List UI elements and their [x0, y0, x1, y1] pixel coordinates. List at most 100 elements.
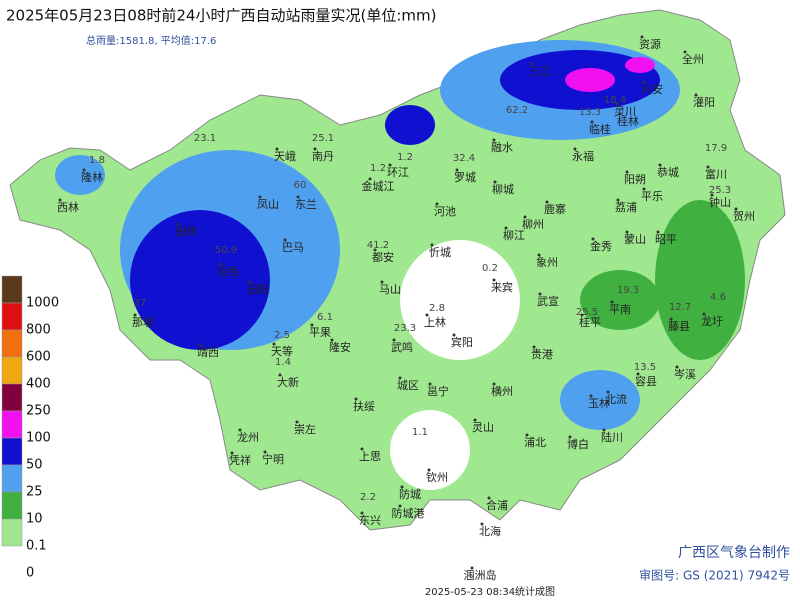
place-name: 隆安	[329, 340, 351, 354]
station-dot	[710, 193, 714, 197]
station-dot	[296, 195, 300, 199]
station-dot	[504, 226, 508, 230]
place-name: 崇左	[294, 423, 316, 436]
station-dot	[537, 253, 541, 257]
station-dot	[360, 447, 364, 451]
rain-value: 62.2	[506, 105, 528, 116]
rain-value: 25.3	[709, 185, 731, 196]
station-dot	[656, 230, 660, 234]
legend-label: 400	[26, 377, 51, 392]
station-dot	[590, 120, 594, 124]
place-name: 玉林	[588, 396, 610, 410]
rain-value: 13.5	[634, 362, 656, 373]
place-name: 钟山	[709, 195, 731, 209]
place-name: 岑溪	[674, 368, 696, 381]
station-dot	[530, 62, 534, 66]
place-name: 防城	[399, 487, 421, 501]
rain-value: 2.5	[274, 330, 290, 341]
station-dot	[616, 198, 620, 202]
station-dot	[430, 243, 434, 247]
station-dot	[176, 222, 180, 226]
rain-value: 19.3	[617, 285, 639, 296]
place-name: 昭平	[655, 233, 677, 246]
province-shape	[9, 9, 786, 531]
station-dot	[380, 280, 384, 284]
legend-label: 1000	[26, 296, 59, 311]
place-name: 宾阳	[451, 335, 473, 349]
legend-label: 800	[26, 323, 51, 338]
place-name: 东兰	[295, 198, 317, 211]
place-name: 柳城	[492, 182, 514, 196]
rain-value: 18.4	[604, 95, 626, 106]
place-name: 武鸣	[391, 340, 413, 354]
place-name: 田林	[175, 224, 197, 238]
place-name: 河池	[434, 205, 456, 218]
station-dot	[734, 207, 738, 211]
legend-label: 10	[26, 512, 43, 527]
place-name: 上思	[359, 450, 381, 463]
subtitle: 总雨量:1581.8, 平均值:17.6	[86, 34, 216, 47]
station-dot	[625, 230, 629, 234]
station-dot	[82, 168, 86, 172]
place-name: 北海	[479, 524, 501, 538]
legend-swatch	[1, 491, 23, 520]
station-dot	[428, 382, 432, 386]
timestamp: 2025-05-23 08:34统计成图	[425, 585, 555, 598]
rain-value: 50.9	[215, 245, 237, 256]
station-dot	[625, 170, 629, 174]
place-name: 灌阳	[693, 96, 715, 109]
station-dot	[640, 35, 644, 39]
place-name: 兴安	[641, 82, 663, 96]
legend-swatch	[1, 302, 23, 331]
station-dot	[425, 313, 429, 317]
place-name: 容县	[635, 374, 657, 388]
station-dot	[658, 163, 662, 167]
station-dot	[58, 198, 62, 202]
place-name: 罗城	[454, 171, 476, 184]
place-name: 来宾	[491, 280, 513, 294]
place-name: 象州	[536, 256, 558, 269]
station-dot	[283, 238, 287, 242]
station-dot	[295, 420, 299, 424]
station-dot	[198, 343, 202, 347]
legend-swatch	[1, 437, 23, 466]
place-name: 东兴	[359, 514, 381, 527]
legend-label: 0	[26, 566, 34, 581]
station-dot	[392, 338, 396, 342]
place-name: 金秀	[590, 239, 612, 253]
place-name: 上林	[424, 315, 446, 329]
place-name: 凤山	[257, 198, 279, 211]
station-dot	[589, 394, 593, 398]
approval: 审图号: GS (2021) 7942号	[639, 568, 790, 583]
rain-value: 17.9	[705, 143, 727, 154]
rain-value: 23.3	[394, 323, 416, 334]
station-dot	[368, 177, 372, 181]
station-dot	[642, 187, 646, 191]
station-dot	[487, 496, 491, 500]
legend-swatch	[1, 410, 23, 439]
legend-label: 50	[26, 458, 43, 473]
station-dot	[360, 511, 364, 515]
rain-value: 23.1	[194, 133, 216, 144]
legend-label: 250	[26, 404, 51, 419]
place-name: 贺州	[733, 210, 755, 223]
station-dot	[275, 147, 279, 151]
place-name: 隆林	[81, 170, 103, 184]
station-dot	[523, 215, 527, 219]
station-dot	[591, 237, 595, 241]
place-name: 永福	[572, 149, 594, 163]
legend-swatch	[1, 275, 23, 304]
place-name: 环江	[387, 166, 409, 179]
place-name: 横州	[491, 384, 513, 398]
place-name: 龙圩	[701, 315, 723, 328]
place-name: 桂林	[617, 114, 639, 128]
station-dot	[272, 342, 276, 346]
station-dot	[473, 418, 477, 422]
legend-label: 25	[26, 485, 43, 500]
legend-swatch	[1, 383, 23, 412]
place-name: 融水	[491, 141, 513, 154]
station-dot	[238, 428, 242, 432]
place-name: 资源	[639, 37, 661, 51]
station-dot	[330, 338, 334, 342]
